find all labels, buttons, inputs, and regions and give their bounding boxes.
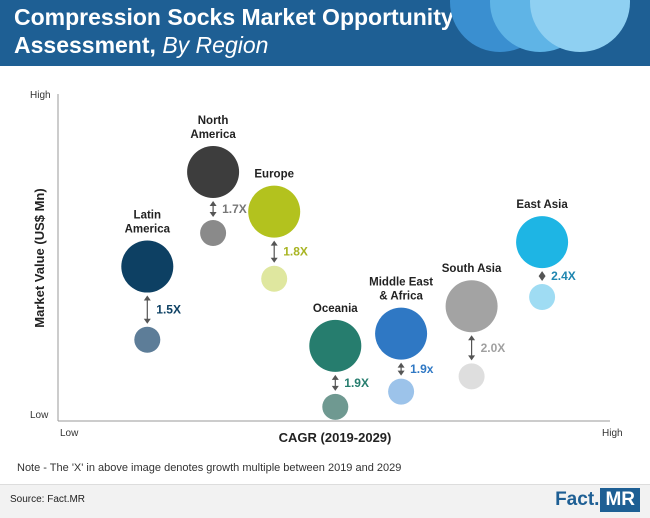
title-line-2-main: Assessment, <box>14 32 156 58</box>
bubble-2019-north-america <box>200 220 227 246</box>
growth-multiple-latin-america: 1.5X <box>156 303 181 317</box>
arrow-head-down-latin-america <box>143 318 151 324</box>
arrow-head-up-europe <box>270 240 278 246</box>
growth-multiple-oceania: 1.9X <box>344 376 369 390</box>
bubble-2019-south-asia <box>458 363 485 390</box>
title-line-2-sub: By Region <box>162 32 269 58</box>
bubble-2029-east-asia <box>516 216 569 269</box>
growth-multiple-north-america: 1.7X <box>222 202 247 216</box>
region-label-latin-america-line-1: Latin <box>134 210 161 222</box>
deco-circle-3 <box>530 0 630 52</box>
x-axis-label: CAGR (2019-2029) <box>279 430 392 445</box>
bubble-2019-europe <box>261 265 288 292</box>
chart-marks: 1.5X Latin America 1.7X North America 1.8X Euro… <box>121 115 576 420</box>
region-label-middle-east-africa-line-1: Middle East <box>369 277 433 289</box>
region-label-east-asia: East Asia <box>516 199 568 211</box>
factmr-logo: Fact. MR <box>555 488 640 512</box>
arrow-head-up-east-asia <box>538 271 546 277</box>
bubble-2019-latin-america <box>134 326 161 353</box>
growth-multiple-europe: 1.8X <box>283 245 308 259</box>
y-axis-label: Market Value (US$ Mn) <box>32 188 47 327</box>
region-label-middle-east-africa-line-2: & Africa <box>379 291 423 303</box>
arrow-head-up-south-asia <box>468 335 476 341</box>
footer: Source: Fact.MR Fact. MR <box>0 484 650 518</box>
y-tick-low: Low <box>30 410 49 421</box>
bubble-chart: High Low Low High CAGR (2019-2029) Marke… <box>30 90 623 445</box>
arrow-head-down-oceania <box>331 385 339 391</box>
y-tick-high: High <box>30 90 51 101</box>
region-label-latin-america-line-2: America <box>125 224 171 236</box>
region-label-south-asia: South Asia <box>442 263 502 275</box>
growth-multiple-east-asia: 2.4X <box>551 269 576 283</box>
arrow-head-down-europe <box>270 257 278 263</box>
bubble-2019-middle-east-africa <box>388 378 415 405</box>
region-label-north-america-line-2: America <box>190 129 236 141</box>
page-title: Compression Socks Market Opportunity Ass… <box>14 3 454 59</box>
arrow-head-up-middle-east-africa <box>397 362 405 368</box>
arrow-head-down-north-america <box>209 212 217 217</box>
growth-multiple-south-asia: 2.0X <box>481 341 506 355</box>
region-label-north-america-line-1: North <box>198 115 229 127</box>
arrow-head-down-south-asia <box>468 355 476 361</box>
growth-multiple-middle-east-africa: 1.9x <box>410 362 434 376</box>
logo-text-a: Fact. <box>555 489 600 510</box>
logo-text-b: MR <box>600 488 640 512</box>
arrow-head-down-middle-east-africa <box>397 370 405 376</box>
title-line-2: Assessment, By Region <box>14 31 454 59</box>
arrow-head-up-oceania <box>331 374 339 380</box>
region-label-europe: Europe <box>254 169 294 181</box>
header-banner: Compression Socks Market Opportunity Ass… <box>0 0 650 66</box>
title-line-1: Compression Socks Market Opportunity <box>14 4 454 30</box>
arrow-head-down-east-asia <box>538 276 546 282</box>
bubble-2029-latin-america <box>121 240 174 293</box>
bubble-2019-oceania <box>322 393 349 420</box>
header-decoration <box>450 0 630 52</box>
arrow-head-up-latin-america <box>143 295 151 301</box>
source-text: Source: Fact.MR <box>10 494 86 505</box>
bubble-2029-north-america <box>187 146 240 198</box>
bubble-2019-east-asia <box>529 284 556 311</box>
x-tick-low: Low <box>60 428 79 439</box>
arrow-head-up-north-america <box>209 201 217 206</box>
bubble-2029-south-asia <box>445 280 498 333</box>
chart-note: Note - The 'X' in above image denotes gr… <box>17 462 402 474</box>
bubble-2029-europe <box>248 185 301 238</box>
bubble-2029-middle-east-africa <box>375 307 428 360</box>
region-label-oceania: Oceania <box>313 303 358 315</box>
x-tick-high: High <box>602 428 623 439</box>
bubble-2029-oceania <box>309 319 362 372</box>
